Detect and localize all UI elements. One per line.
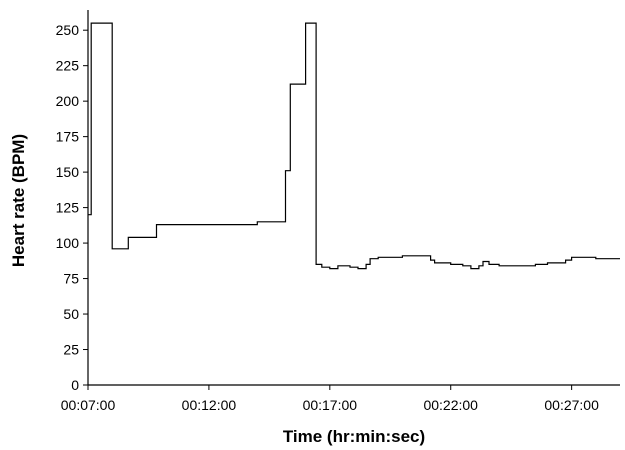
- y-tick-label: 150: [56, 164, 80, 180]
- y-tick-label: 250: [56, 22, 80, 38]
- axes: [87, 10, 620, 386]
- series-group: [88, 22, 620, 270]
- y-tick-label: 75: [63, 271, 79, 287]
- x-tick-label: 00:12:00: [182, 397, 237, 413]
- y-tick-label: 125: [56, 200, 80, 216]
- x-tick-label: 00:17:00: [303, 397, 358, 413]
- heart-rate-series-line: [88, 22, 620, 270]
- y-tick-label: 25: [63, 342, 79, 358]
- y-axis-ticks: 0 25 50 75 100 125 150 175 200 225 250: [56, 22, 88, 393]
- y-axis-title: Heart rate (BPM): [9, 134, 28, 267]
- x-tick-label: 00:22:00: [423, 397, 478, 413]
- y-tick-label: 0: [71, 377, 79, 393]
- x-axis-ticks: 00:07:00 00:12:00 00:17:00 00:22:00 00:27:00: [61, 385, 599, 413]
- y-tick-label: 175: [56, 129, 80, 145]
- x-axis-title: Time (hr:min:sec): [283, 427, 425, 446]
- x-tick-label: 00:07:00: [61, 397, 116, 413]
- y-tick-label: 50: [63, 306, 79, 322]
- y-tick-label: 200: [56, 93, 80, 109]
- x-tick-label: 00:27:00: [544, 397, 599, 413]
- y-tick-label: 225: [56, 58, 80, 74]
- y-tick-label: 100: [56, 235, 80, 251]
